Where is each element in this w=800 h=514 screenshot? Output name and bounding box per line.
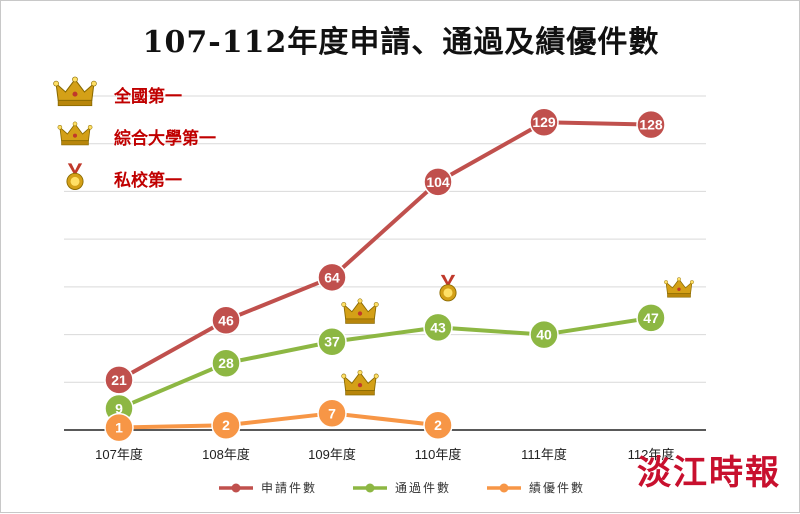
x-tick-label: 110年度 bbox=[415, 447, 462, 462]
x-tick-label: 111年度 bbox=[521, 447, 567, 462]
data-label-merit: 7 bbox=[328, 405, 336, 421]
crown-band bbox=[667, 293, 691, 298]
data-point-apply bbox=[423, 167, 453, 197]
gold-crown-icon bbox=[53, 76, 97, 107]
data-point-apply bbox=[529, 107, 559, 137]
crown-body bbox=[665, 278, 693, 294]
legend-label-apply: 申請件數 bbox=[261, 481, 317, 495]
series-line-merit bbox=[117, 411, 440, 430]
crown-gem bbox=[357, 311, 363, 316]
data-point-merit bbox=[317, 398, 347, 429]
legend-marker-apply bbox=[231, 483, 241, 493]
data-point-merit bbox=[211, 410, 241, 440]
crown-gem bbox=[357, 382, 363, 388]
chart-title: 107-112年度申請、通過及績優件數 bbox=[142, 25, 660, 60]
medal-center bbox=[443, 288, 453, 298]
crown-jewel bbox=[57, 125, 63, 130]
crown-body bbox=[343, 371, 377, 391]
crown-band bbox=[57, 99, 93, 107]
x-tick-label: 112年度 bbox=[628, 447, 675, 462]
data-point-pass bbox=[317, 326, 347, 357]
x-tick-label: 108年度 bbox=[202, 447, 250, 462]
data-point-merit bbox=[423, 410, 453, 440]
watermark: 淡江時報 bbox=[637, 453, 781, 493]
crown-jewel bbox=[357, 370, 363, 375]
data-point-pass bbox=[211, 348, 241, 378]
crown-jewel bbox=[373, 373, 379, 379]
crown-gem bbox=[72, 133, 78, 138]
crown-gem bbox=[72, 91, 78, 97]
data-point-apply bbox=[317, 262, 347, 293]
small-crown-icon bbox=[57, 121, 93, 146]
crown-jewel bbox=[664, 280, 668, 285]
medal-icon bbox=[66, 163, 84, 190]
data-label-apply: 104 bbox=[426, 174, 450, 190]
crown-jewel bbox=[357, 298, 363, 304]
crown-jewel bbox=[677, 277, 681, 282]
data-label-pass: 47 bbox=[643, 310, 659, 326]
small-crown-icon bbox=[664, 277, 694, 298]
data-label-merit: 2 bbox=[222, 417, 230, 433]
legend-marker-pass bbox=[365, 483, 375, 493]
data-point-apply bbox=[211, 305, 241, 336]
data-label-pass: 9 bbox=[115, 401, 123, 417]
crown-jewel bbox=[53, 80, 59, 87]
medal-icon bbox=[439, 274, 457, 302]
medal-ribbon bbox=[67, 163, 83, 176]
crown-gem bbox=[677, 287, 681, 292]
data-label-apply: 128 bbox=[639, 117, 663, 133]
data-label-merit: 2 bbox=[434, 417, 442, 433]
x-tick-label: 109年度 bbox=[308, 447, 356, 462]
annotation-label: 全國第一 bbox=[113, 86, 182, 107]
data-label-merit: 1 bbox=[115, 420, 123, 436]
data-label-pass: 37 bbox=[324, 334, 340, 350]
crown-jewel bbox=[690, 280, 694, 285]
series-line-pass bbox=[117, 315, 653, 411]
medal-ribbon bbox=[440, 274, 456, 288]
gold-crown-icon bbox=[341, 370, 379, 396]
data-label-pass: 43 bbox=[430, 319, 446, 335]
annotation-label: 私校第一 bbox=[114, 170, 182, 191]
crown-jewel bbox=[91, 80, 97, 87]
data-point-apply bbox=[636, 109, 666, 140]
annotation-label: 綜合大學第一 bbox=[114, 128, 216, 149]
gold-crown-icon bbox=[341, 298, 379, 324]
data-point-pass bbox=[423, 312, 453, 343]
data-label-apply: 21 bbox=[111, 372, 127, 388]
crown-jewel bbox=[72, 121, 78, 127]
crown-jewel bbox=[87, 125, 93, 130]
crown-band bbox=[345, 390, 375, 396]
data-label-pass: 40 bbox=[536, 327, 552, 343]
crown-body bbox=[343, 300, 377, 320]
crown-jewel bbox=[72, 76, 78, 83]
crown-band bbox=[61, 140, 89, 146]
data-label-apply: 46 bbox=[218, 312, 234, 328]
crown-body bbox=[59, 123, 91, 142]
data-label-apply: 64 bbox=[324, 269, 340, 285]
legend-marker-merit bbox=[499, 483, 509, 493]
data-point-merit bbox=[104, 412, 134, 443]
crown-jewel bbox=[341, 302, 347, 307]
data-label-pass: 28 bbox=[218, 355, 234, 371]
crown-band bbox=[345, 318, 375, 324]
data-point-pass bbox=[636, 303, 666, 333]
medal-center bbox=[70, 176, 80, 186]
crown-jewel bbox=[373, 302, 379, 307]
data-point-pass bbox=[529, 319, 559, 350]
crown-jewel bbox=[341, 373, 347, 379]
data-label-apply: 129 bbox=[532, 114, 556, 130]
crown-body bbox=[55, 78, 95, 101]
x-tick-label: 107年度 bbox=[95, 447, 143, 462]
legend-label-merit: 績優件數 bbox=[529, 481, 585, 495]
legend-label-pass: 通過件數 bbox=[395, 481, 451, 495]
series-line-apply bbox=[117, 120, 653, 382]
